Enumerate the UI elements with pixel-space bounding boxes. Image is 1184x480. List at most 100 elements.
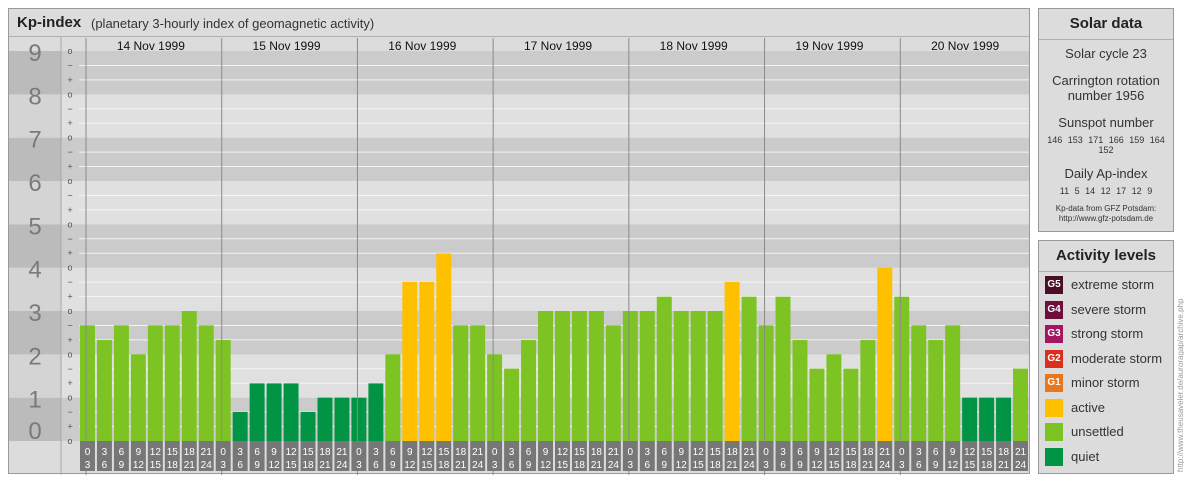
hour-start-label: 9	[678, 447, 684, 458]
y-third-label: −	[67, 407, 72, 417]
kp-bar	[538, 311, 553, 441]
kp-bar	[826, 354, 842, 441]
y-third-label: −	[67, 190, 72, 200]
hour-end-label: 21	[998, 460, 1010, 471]
hour-start-label: 12	[828, 447, 840, 458]
legend-swatch-g2: G2	[1045, 349, 1063, 368]
hour-box	[147, 441, 163, 471]
data-source-line2: http://www.gfz-potsdam.de	[1058, 214, 1154, 223]
hour-box	[605, 441, 621, 471]
hour-box	[571, 441, 587, 471]
hour-end-label: 12	[811, 460, 823, 471]
kp-bar	[130, 354, 146, 441]
sunspot-title: Sunspot number	[1058, 115, 1154, 130]
y-third-label: o	[67, 349, 72, 359]
y-third-label: −	[67, 147, 72, 157]
hour-start-label: 21	[608, 447, 620, 458]
hour-end-label: 15	[150, 460, 162, 471]
y-third-label: +	[67, 248, 72, 258]
hour-box	[215, 441, 231, 471]
hour-start-label: 15	[167, 447, 179, 458]
hour-box	[996, 441, 1012, 471]
hour-box	[826, 441, 842, 471]
hour-start-label: 21	[336, 447, 348, 458]
hour-end-label: 15	[964, 460, 976, 471]
legend-item-quiet: quiet	[1045, 447, 1171, 467]
hour-box	[283, 441, 299, 471]
kp-bar	[758, 325, 774, 441]
hour-end-label: 18	[302, 460, 314, 471]
hour-end-label: 3	[492, 460, 498, 471]
hour-end-label: 18	[981, 460, 993, 471]
hour-start-label: 12	[285, 447, 297, 458]
carrington-line1: Carrington rotation	[1052, 73, 1160, 88]
kp-bar	[521, 340, 537, 441]
hour-end-label: 21	[727, 460, 739, 471]
kp-bar	[368, 383, 384, 441]
solar-data-title: Solar data	[1039, 9, 1173, 40]
kp-bar	[894, 296, 910, 441]
data-source-line1: Kp-data from GFZ Potsdam:	[1055, 204, 1157, 213]
hour-start-label: 6	[797, 447, 803, 458]
kp-bar	[639, 311, 655, 441]
hour-box	[809, 441, 825, 471]
kp-bar	[266, 383, 282, 441]
hour-end-label: 18	[574, 460, 586, 471]
kp-bar	[555, 311, 570, 441]
y-third-label: o	[67, 133, 72, 143]
y-third-label: +	[67, 292, 72, 302]
y-third-label: o	[67, 306, 72, 316]
hour-box	[351, 441, 367, 471]
kp-bar	[911, 325, 927, 441]
hour-end-label: 9	[661, 460, 667, 471]
hour-end-label: 3	[356, 460, 362, 471]
hour-box	[724, 441, 740, 471]
kp-bar	[283, 383, 299, 441]
hour-start-label: 3	[237, 447, 243, 458]
hour-start-label: 15	[845, 447, 857, 458]
kp-bar	[402, 281, 418, 441]
hour-start-label: 3	[373, 447, 379, 458]
y-third-label: −	[67, 234, 72, 244]
hour-start-label: 18	[727, 447, 739, 458]
hour-box	[741, 441, 757, 471]
y-tick-label: 1	[28, 387, 41, 414]
activity-levels-title: Activity levels	[1039, 241, 1173, 272]
kp-bar	[775, 296, 791, 441]
kp-subtitle: (planetary 3-hourly index of geomagnetic…	[91, 16, 375, 31]
kp-bar	[741, 296, 757, 441]
kp-bar	[707, 311, 723, 441]
y-third-label: +	[67, 335, 72, 345]
hour-end-label: 15	[693, 460, 705, 471]
y-tick-label: 4	[28, 257, 41, 284]
hour-end-label: 9	[526, 460, 532, 471]
kp-bar	[504, 368, 520, 441]
hour-start-label: 18	[591, 447, 603, 458]
hour-end-label: 12	[269, 460, 281, 471]
legend-swatch-quiet	[1045, 447, 1063, 466]
y-third-label: −	[67, 60, 72, 70]
hour-start-label: 21	[201, 447, 213, 458]
hour-box	[232, 441, 248, 471]
hour-end-label: 3	[85, 460, 91, 471]
hour-end-label: 15	[285, 460, 297, 471]
hour-end-label: 9	[254, 460, 260, 471]
hour-end-label: 3	[220, 460, 226, 471]
hour-end-label: 21	[319, 460, 331, 471]
y-label-band	[9, 267, 61, 311]
kp-bar	[809, 368, 825, 441]
kp-bar	[96, 340, 112, 441]
legend-item-unsettled: unsettled	[1045, 422, 1171, 442]
y-third-label: −	[67, 320, 72, 330]
legend-item-active: active	[1045, 398, 1171, 418]
y-third-label: −	[67, 364, 72, 374]
y-tick-label: 0	[28, 418, 41, 445]
hour-start-label: 21	[1015, 447, 1027, 458]
hour-start-label: 21	[472, 447, 484, 458]
hour-end-label: 24	[1015, 460, 1027, 471]
y-tick-label: 9	[28, 40, 41, 67]
y-tick-label: 3	[28, 300, 41, 327]
hour-box	[470, 441, 486, 471]
hour-start-label: 15	[302, 447, 314, 458]
